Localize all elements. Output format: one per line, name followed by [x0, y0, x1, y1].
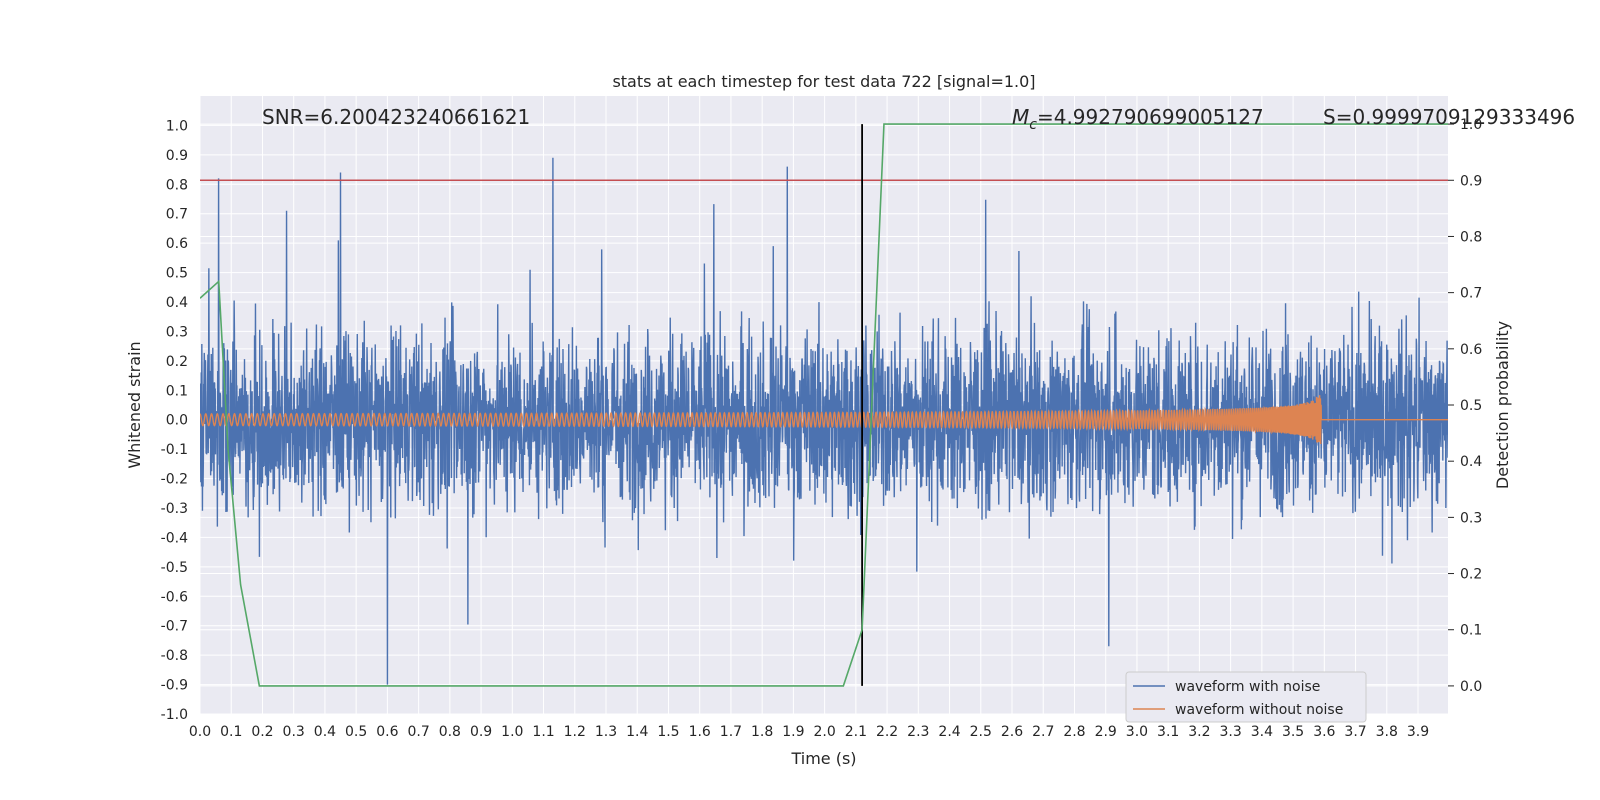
x-tick-label: 1.6: [689, 724, 711, 740]
x-tick-label: 2.4: [938, 724, 960, 740]
x-tick-label: 3.3: [1219, 724, 1241, 740]
y-tick-label: 0.2: [166, 354, 188, 370]
y-tick-label: -0.9: [161, 678, 188, 694]
x-tick-label: 3.0: [1126, 724, 1148, 740]
s-annotation: S=0.9999709129333496: [1323, 105, 1575, 129]
y-tick-label: -0.7: [161, 619, 188, 635]
y-tick-label: 0.0: [166, 413, 188, 429]
x-tick-label: 0.9: [470, 724, 492, 740]
x-tick-label: 3.8: [1376, 724, 1398, 740]
x-tick-label: 3.9: [1407, 724, 1429, 740]
y-tick-label: -0.6: [161, 589, 188, 605]
chart-title: stats at each timestep for test data 722…: [612, 72, 1035, 91]
legend-label-noise: waveform with noise: [1175, 679, 1320, 695]
x-tick-label: 2.3: [907, 724, 929, 740]
legend-label-clean: waveform without noise: [1175, 702, 1343, 718]
series-waveform-with-noise: [200, 157, 1448, 685]
y-tick-label: -0.2: [161, 472, 188, 488]
y-tick-label: -0.1: [161, 442, 188, 458]
x-tick-label: 2.5: [970, 724, 992, 740]
x-tick-label: 2.9: [1095, 724, 1117, 740]
x-tick-label: 2.2: [876, 724, 898, 740]
y2-tick-label: 0.0: [1460, 679, 1482, 695]
x-tick-label: 0.8: [439, 724, 461, 740]
x-tick-label: 1.9: [782, 724, 804, 740]
y-tick-label: 1.0: [166, 118, 188, 134]
x-tick-label: 1.4: [626, 724, 648, 740]
x-tick-label: 0.0: [189, 724, 211, 740]
y2-tick-label: 0.5: [1460, 398, 1482, 414]
mc-subscript: c: [1029, 117, 1037, 133]
y2-tick-label: 1.0: [1460, 117, 1482, 133]
x-tick-label: 1.8: [751, 724, 773, 740]
y-tick-label: 0.7: [166, 207, 188, 223]
x-tick-label: 0.2: [251, 724, 273, 740]
y2-tick-label: 0.8: [1460, 229, 1482, 245]
x-tick-label: 3.2: [1188, 724, 1210, 740]
y-tick-label: 0.9: [166, 148, 188, 164]
x-tick-label: 0.4: [314, 724, 336, 740]
x-tick-label: 1.1: [532, 724, 554, 740]
snr-annotation: SNR=6.200423240661621: [262, 105, 530, 129]
x-tick-label: 0.3: [283, 724, 305, 740]
mc-symbol: M: [1012, 105, 1029, 129]
y-tick-label: 0.3: [166, 324, 188, 340]
y-tick-label: -0.5: [161, 560, 188, 576]
x-tick-label: 2.6: [1001, 724, 1023, 740]
x-tick-label: 2.7: [1032, 724, 1054, 740]
x-tick-label: 2.1: [845, 724, 867, 740]
y2-tick-label: 0.9: [1460, 173, 1482, 189]
x-tick-label: 1.2: [564, 724, 586, 740]
x-tick-label: 3.6: [1313, 724, 1335, 740]
y2-tick-label: 0.1: [1460, 623, 1482, 639]
x-tick-label: 0.1: [220, 724, 242, 740]
y-tick-label: 0.8: [166, 177, 188, 193]
x-tick-label: 3.4: [1251, 724, 1273, 740]
y2-axis-ticks: 0.0 0.1 0.2 0.3 0.4 0.5 0.6 0.7 0.8 0.9 1.0: [1448, 117, 1482, 695]
y-tick-label: -0.8: [161, 648, 188, 664]
x-tick-label: 1.3: [595, 724, 617, 740]
y-tick-label: -0.4: [161, 530, 188, 546]
x-tick-label: 2.8: [1063, 724, 1085, 740]
y-axis-ticks: -1.0 -0.9 -0.8 -0.7 -0.6 -0.5 -0.4 -0.3 -0.2 -0.1…: [161, 118, 188, 723]
y-tick-label: -0.3: [161, 501, 188, 517]
x-tick-label: 0.5: [345, 724, 367, 740]
y2-tick-label: 0.2: [1460, 567, 1482, 583]
x-tick-label: 1.5: [657, 724, 679, 740]
x-tick-label: 2.0: [813, 724, 835, 740]
x-tick-label: 0.6: [376, 724, 398, 740]
y-tick-label: 0.1: [166, 383, 188, 399]
x-tick-label: 1.0: [501, 724, 523, 740]
y-tick-label: 0.4: [166, 295, 188, 311]
x-tick-label: 3.5: [1282, 724, 1304, 740]
y-tick-label: 0.5: [166, 266, 188, 282]
y2-tick-label: 0.3: [1460, 510, 1482, 526]
y-axis-label: Whitened strain: [125, 341, 144, 468]
mc-value: =4.992790699005127: [1037, 105, 1264, 129]
legend: waveform with noise waveform without noi…: [1125, 671, 1367, 723]
x-axis-ticks: 0.0 0.1 0.2 0.3 0.4 0.5 0.6 0.7 0.8 0.9 1.0 1.1 1.2 1…: [189, 724, 1429, 740]
series-detection-probability: [200, 123, 1448, 687]
x-axis-label: Time (s): [790, 749, 856, 768]
x-tick-label: 0.7: [407, 724, 429, 740]
y2-tick-label: 0.4: [1460, 454, 1482, 470]
y2-tick-label: 0.7: [1460, 286, 1482, 302]
y-tick-label: -1.0: [161, 707, 188, 723]
mc-annotation: Mc=4.992790699005127: [1012, 105, 1264, 133]
x-tick-label: 3.7: [1344, 724, 1366, 740]
x-tick-label: 1.7: [720, 724, 742, 740]
y-tick-label: 0.6: [166, 236, 188, 252]
y2-axis-label: Detection probability: [1493, 321, 1512, 489]
y2-tick-label: 0.6: [1460, 342, 1482, 358]
x-tick-label: 3.1: [1157, 724, 1179, 740]
series-waveform-without-noise: [200, 395, 1448, 445]
